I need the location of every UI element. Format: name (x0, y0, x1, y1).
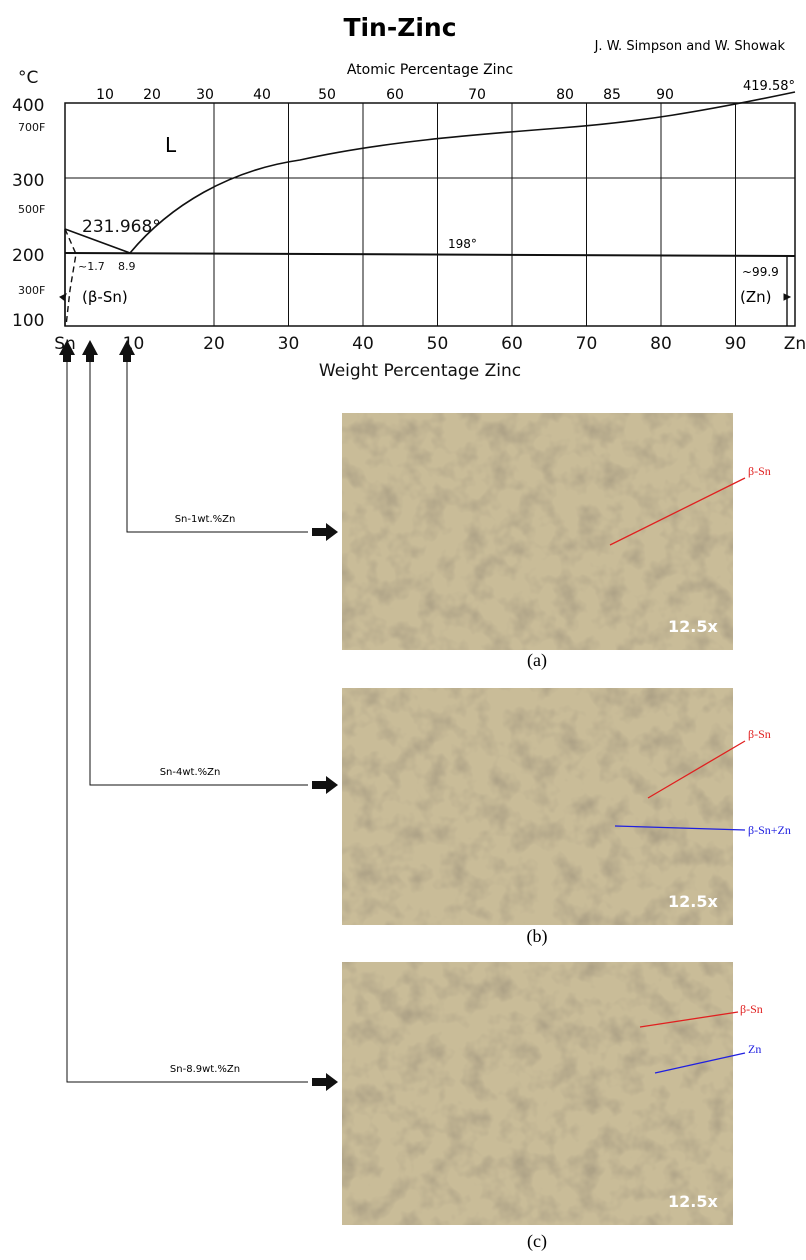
x-tick-label: 80 (650, 334, 672, 354)
annotation: ~99.9 (742, 265, 779, 279)
alloy-label: Sn-4wt.%Zn (160, 767, 221, 778)
y-tick-label: 300 (12, 171, 44, 191)
alloy-label: Sn-1wt.%Zn (175, 514, 236, 525)
caption: (a) (527, 650, 547, 671)
top-tick-label: 90 (656, 87, 674, 103)
x-tick-label: 70 (576, 334, 598, 354)
micrograph-texture (342, 962, 733, 1225)
x-tick-label: 20 (203, 334, 225, 354)
phase-label: β-Sn (740, 1002, 763, 1016)
y-tick-label-f: 700F (18, 121, 45, 134)
alloy-label: Sn-8.9wt.%Zn (170, 1064, 240, 1075)
magnification: 12.5x (668, 617, 718, 636)
phase-label: β-Sn (748, 727, 771, 741)
figure: Tin-Zinc J. W. Simpson and W. Showak °C … (0, 0, 806, 1260)
phase-diagram (60, 92, 795, 326)
bottom-axis-label: Weight Percentage Zinc (319, 361, 521, 381)
x-tick-label: 30 (278, 334, 300, 354)
y-tick-label: 100 (12, 311, 44, 331)
phase-label: β-Sn (748, 464, 771, 478)
magnification: 12.5x (668, 892, 718, 911)
annotation: (Zn) (740, 288, 772, 306)
x-tick-label: 90 (725, 334, 747, 354)
title: Tin-Zinc (343, 13, 456, 42)
top-tick-label: 60 (386, 87, 404, 103)
annotation: 198° (448, 237, 477, 251)
phase-label: Zn (748, 1042, 761, 1056)
annotation: L (165, 133, 177, 157)
micrograph-texture (342, 413, 733, 650)
top-tick-label: 70 (468, 87, 486, 103)
caption: (c) (527, 1231, 547, 1252)
top-tick-label: 40 (253, 87, 271, 103)
y-tick-label: 200 (12, 246, 44, 266)
top-axis-label: Atomic Percentage Zinc (347, 62, 513, 78)
micrograph-texture (342, 688, 733, 925)
connectors (67, 358, 308, 1082)
x-tick-label: 60 (501, 334, 523, 354)
annotation: 419.58° (743, 79, 795, 94)
annotation: 8.9 (118, 260, 136, 273)
magnification: 12.5x (668, 1192, 718, 1211)
x-tick-label: Zn (784, 334, 806, 354)
credit: J. W. Simpson and W. Showak (594, 39, 786, 54)
top-tick-label: 20 (143, 87, 161, 103)
arrows (59, 340, 338, 1091)
top-tick-label: 50 (318, 87, 336, 103)
x-tick-label: 50 (427, 334, 449, 354)
y-tick-label-f: 300F (18, 284, 45, 297)
x-tick-label: 40 (352, 334, 374, 354)
y-tick-label-f: 500F (18, 203, 45, 216)
top-tick-label: 85 (603, 87, 621, 103)
caption: (b) (527, 926, 548, 947)
top-tick-label: 30 (196, 87, 214, 103)
top-tick-label: 10 (96, 87, 114, 103)
top-tick-label: 80 (556, 87, 574, 103)
unit: °C (18, 68, 38, 88)
x-tick-label: 10 (123, 334, 145, 354)
y-tick-label: 400 (12, 96, 44, 116)
phase-label: β-Sn+Zn (748, 823, 791, 837)
x-tick-label: Sn (54, 334, 76, 354)
annotation: ~1.7 (78, 260, 105, 273)
annotation: (β-Sn) (82, 288, 128, 306)
annotation: 231.968° (82, 217, 161, 237)
